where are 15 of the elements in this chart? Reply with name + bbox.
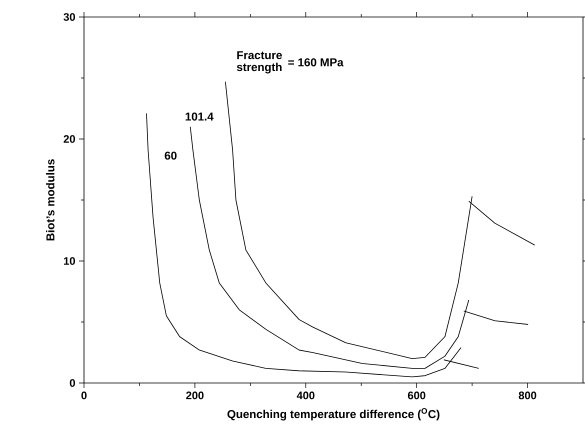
y-tick-label: 20 <box>64 135 76 143</box>
x-tick-label: 0 <box>81 392 87 400</box>
x-tick-label: 400 <box>296 392 314 400</box>
annotation: 101.4 <box>186 112 214 121</box>
annotation: Fracture strength <box>236 51 282 74</box>
x-axis-title: Quenching temperature difference ($^{O}$C) <box>227 408 440 420</box>
y-axis-title: Biot’s modulus <box>46 159 54 240</box>
x-tick-label: 200 <box>186 392 204 400</box>
y-tick-label: 10 <box>64 257 76 265</box>
y-tick-label: 30 <box>64 13 76 21</box>
annotation: = 160 MPa <box>288 58 344 66</box>
y-tick-label: 0 <box>70 379 76 387</box>
annotation: 60 <box>164 152 177 160</box>
x-tick-label: 600 <box>408 392 426 400</box>
x-tick-label: 800 <box>518 392 536 400</box>
